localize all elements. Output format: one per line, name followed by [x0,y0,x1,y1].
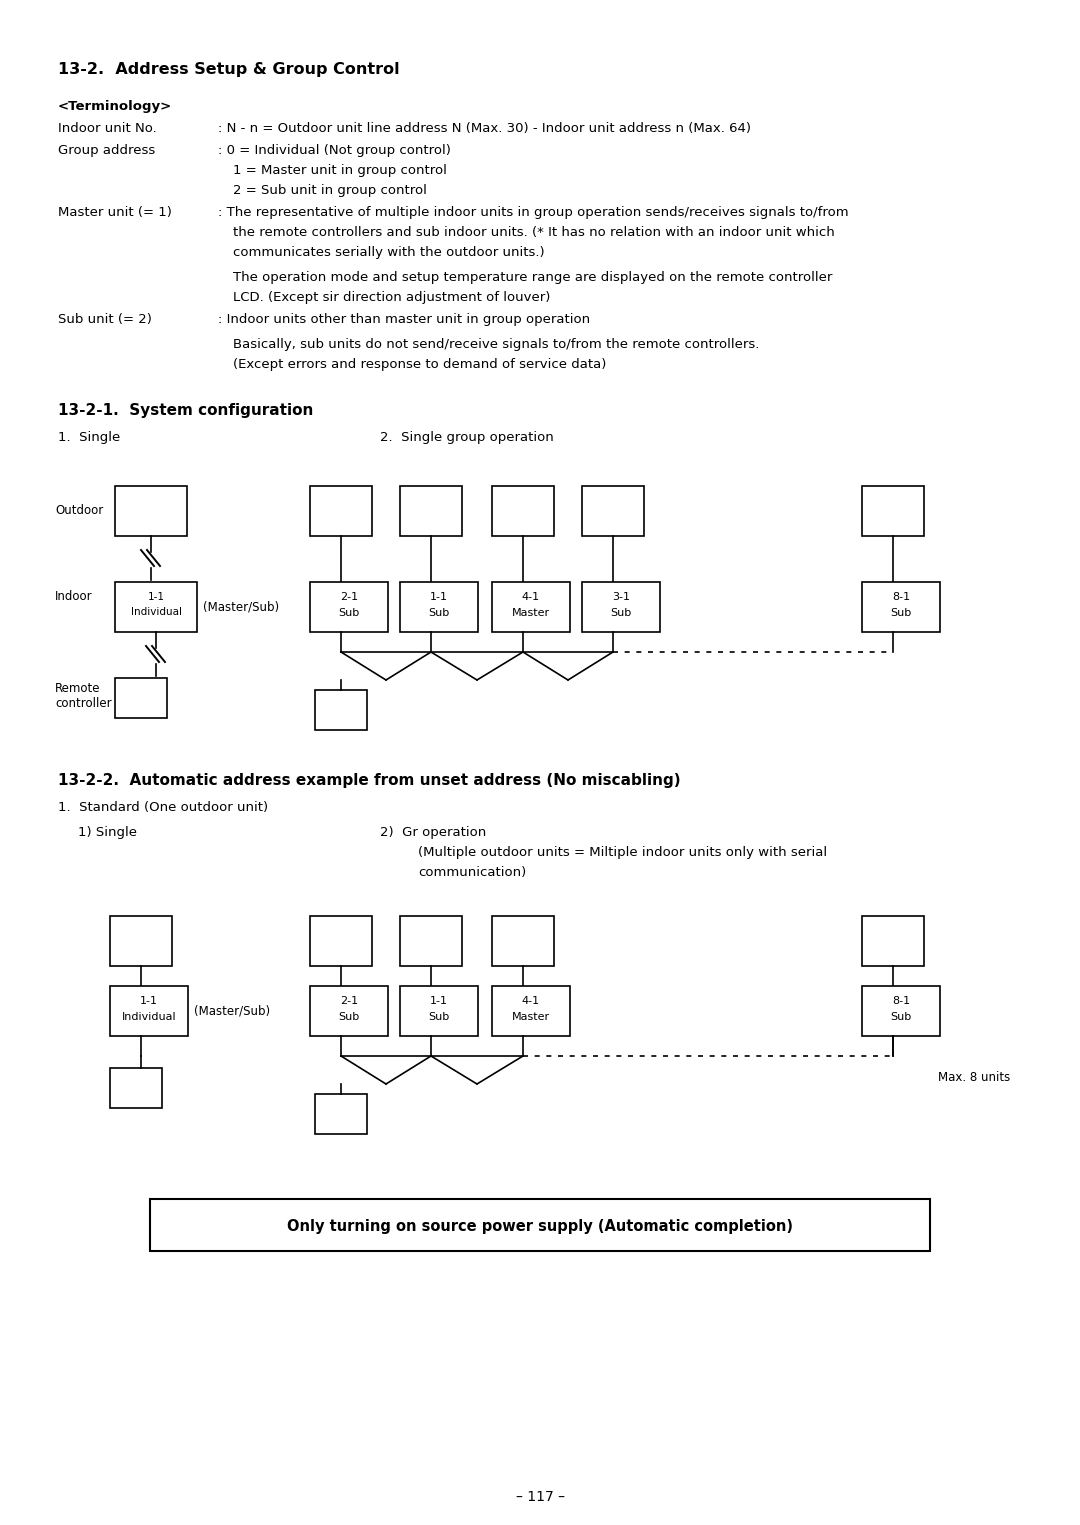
Text: 13-2-1.  System configuration: 13-2-1. System configuration [58,403,313,418]
Bar [492,987,570,1035]
Text: Sub: Sub [890,608,912,618]
Bar [582,486,644,535]
Text: 8-1: 8-1 [892,592,910,602]
Text: – 117 –: – 117 – [515,1490,565,1504]
Text: 2-1: 2-1 [340,996,359,1006]
Text: 1) Single: 1) Single [78,827,137,839]
Bar [315,689,367,730]
Text: controller: controller [55,697,111,711]
Text: 13-2.  Address Setup & Group Control: 13-2. Address Setup & Group Control [58,63,400,76]
Text: : The representative of multiple indoor units in group operation sends/receives : : The representative of multiple indoor … [218,206,849,220]
Text: Sub: Sub [890,1013,912,1022]
Text: (Master/Sub): (Master/Sub) [203,599,279,613]
Text: Basically, sub units do not send/receive signals to/from the remote controllers.: Basically, sub units do not send/receive… [233,339,759,351]
Bar [492,486,554,535]
Bar [862,917,924,965]
Bar [150,1199,930,1250]
Text: 2-1: 2-1 [340,592,359,602]
Text: The operation mode and setup temperature range are displayed on the remote contr: The operation mode and setup temperature… [233,271,833,284]
Bar [862,583,940,631]
Bar [400,486,462,535]
Text: Outdoor: Outdoor [55,503,104,517]
Text: 1.  Single: 1. Single [58,432,120,444]
Text: 1-1: 1-1 [148,592,164,602]
Bar [110,987,188,1035]
Text: Master: Master [512,608,550,618]
Text: 1 = Master unit in group control: 1 = Master unit in group control [233,165,447,177]
Text: (Except errors and response to demand of service data): (Except errors and response to demand of… [233,358,606,371]
Text: communicates serially with the outdoor units.): communicates serially with the outdoor u… [233,246,544,259]
Text: Max. 8 units: Max. 8 units [939,1071,1010,1084]
Bar [114,679,167,718]
Text: 2.  Single group operation: 2. Single group operation [380,432,554,444]
Text: 13-2-2.  Automatic address example from unset address (No miscabling): 13-2-2. Automatic address example from u… [58,773,680,788]
Text: : N - n = Outdoor unit line address N (Max. 30) - Indoor unit address n (Max. 64: : N - n = Outdoor unit line address N (M… [218,122,751,136]
Text: Only turning on source power supply (Automatic completion): Only turning on source power supply (Aut… [287,1218,793,1234]
Text: 1-1: 1-1 [430,592,448,602]
Bar [400,583,478,631]
Text: Sub: Sub [610,608,632,618]
Text: Indoor: Indoor [55,590,93,602]
Bar [862,486,924,535]
Text: communication): communication) [418,866,526,878]
Text: 3-1: 3-1 [612,592,630,602]
Bar [400,987,478,1035]
Text: 2)  Gr operation: 2) Gr operation [380,827,486,839]
Text: Sub: Sub [429,608,449,618]
Text: Sub: Sub [338,1013,360,1022]
Text: Master unit (= 1): Master unit (= 1) [58,206,172,220]
Bar [114,583,197,631]
Bar [492,583,570,631]
Text: Group address: Group address [58,143,156,157]
Text: 1.  Standard (One outdoor unit): 1. Standard (One outdoor unit) [58,801,268,814]
Text: Sub: Sub [338,608,360,618]
Text: 1-1: 1-1 [140,996,158,1006]
Text: 1-1: 1-1 [430,996,448,1006]
Text: LCD. (Except sir direction adjustment of louver): LCD. (Except sir direction adjustment of… [233,291,551,303]
Text: Individual: Individual [122,1013,176,1022]
Text: : Indoor units other than master unit in group operation: : Indoor units other than master unit in… [218,313,590,326]
Text: Master: Master [512,1013,550,1022]
Text: 4-1: 4-1 [522,592,540,602]
Text: <Terminology>: <Terminology> [58,101,172,113]
Text: : 0 = Individual (Not group control): : 0 = Individual (Not group control) [218,143,450,157]
Text: Individual: Individual [131,607,181,618]
Text: Remote: Remote [55,682,100,695]
Text: Indoor unit No.: Indoor unit No. [58,122,157,136]
Bar [310,987,388,1035]
Text: (Multiple outdoor units = Miltiple indoor units only with serial: (Multiple outdoor units = Miltiple indoo… [418,846,827,859]
Text: the remote controllers and sub indoor units. (* It has no relation with an indoo: the remote controllers and sub indoor un… [233,226,835,239]
Bar [310,917,372,965]
Bar [315,1093,367,1135]
Text: 8-1: 8-1 [892,996,910,1006]
Text: 4-1: 4-1 [522,996,540,1006]
Bar [110,1068,162,1109]
Text: 2 = Sub unit in group control: 2 = Sub unit in group control [233,185,427,197]
Text: Sub unit (= 2): Sub unit (= 2) [58,313,152,326]
Bar [310,583,388,631]
Text: Sub: Sub [429,1013,449,1022]
Bar [492,917,554,965]
Text: (Master/Sub): (Master/Sub) [194,1003,270,1017]
Bar [862,987,940,1035]
Bar [582,583,660,631]
Bar [110,917,172,965]
Bar [310,486,372,535]
Bar [400,917,462,965]
Bar [114,486,187,535]
